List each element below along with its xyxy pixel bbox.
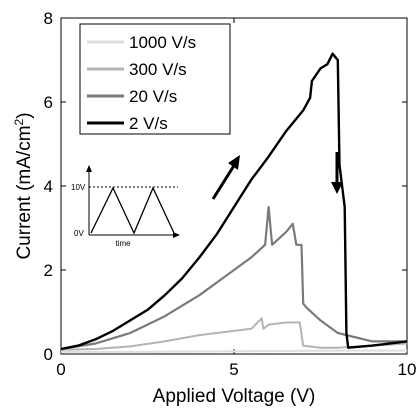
series-line-20-v-s: [60, 205, 407, 351]
y-axis-title-main: Current (mA/cm: [14, 125, 35, 259]
legend-label-300: 300 V/s: [129, 60, 187, 79]
y-tick-label: 4: [44, 177, 53, 196]
x-axis-ticks: 0 5 10: [56, 18, 416, 379]
y-axis-title: Current (mA/cm2): [12, 112, 35, 259]
y-axis-title-sup: 2: [12, 118, 26, 125]
y-tick-label: 0: [44, 345, 53, 364]
series-line-1000-v-s: [61, 349, 407, 353]
inset-waveform: 10V 0V time: [71, 165, 180, 248]
legend-label-1000: 1000 V/s: [129, 33, 196, 52]
series-line-2-v-s: [60, 52, 408, 351]
inset-y-arrowhead: [86, 165, 92, 172]
x-axis-title: Applied Voltage (V): [153, 386, 316, 407]
arrow-down: [331, 152, 343, 194]
x-tick-label: 5: [229, 360, 238, 379]
series-group: [60, 52, 408, 353]
y-tick-label: 8: [44, 9, 53, 28]
inset-label-0v: 0V: [74, 229, 84, 238]
y-axis-ticks: 0 2 4 6 8: [44, 9, 407, 364]
y-tick-label: 2: [44, 261, 53, 280]
inset-x-arrowhead: [173, 232, 180, 238]
legend-label-20: 20 V/s: [129, 87, 177, 106]
legend-label-2: 2 V/s: [129, 114, 168, 133]
arrow-up-right: [211, 155, 240, 200]
inset-label-10v: 10V: [71, 183, 86, 192]
y-axis-title-close: ): [14, 112, 35, 118]
inset-triangle-wave: [90, 186, 175, 235]
series-line-300-v-s: [60, 317, 408, 351]
y-tick-label: 6: [44, 93, 53, 112]
inset-label-time: time: [115, 239, 131, 248]
legend: 1000 V/s 300 V/s 20 V/s 2 V/s: [79, 23, 231, 135]
x-tick-label: 0: [56, 360, 65, 379]
x-tick-label: 10: [398, 360, 417, 379]
